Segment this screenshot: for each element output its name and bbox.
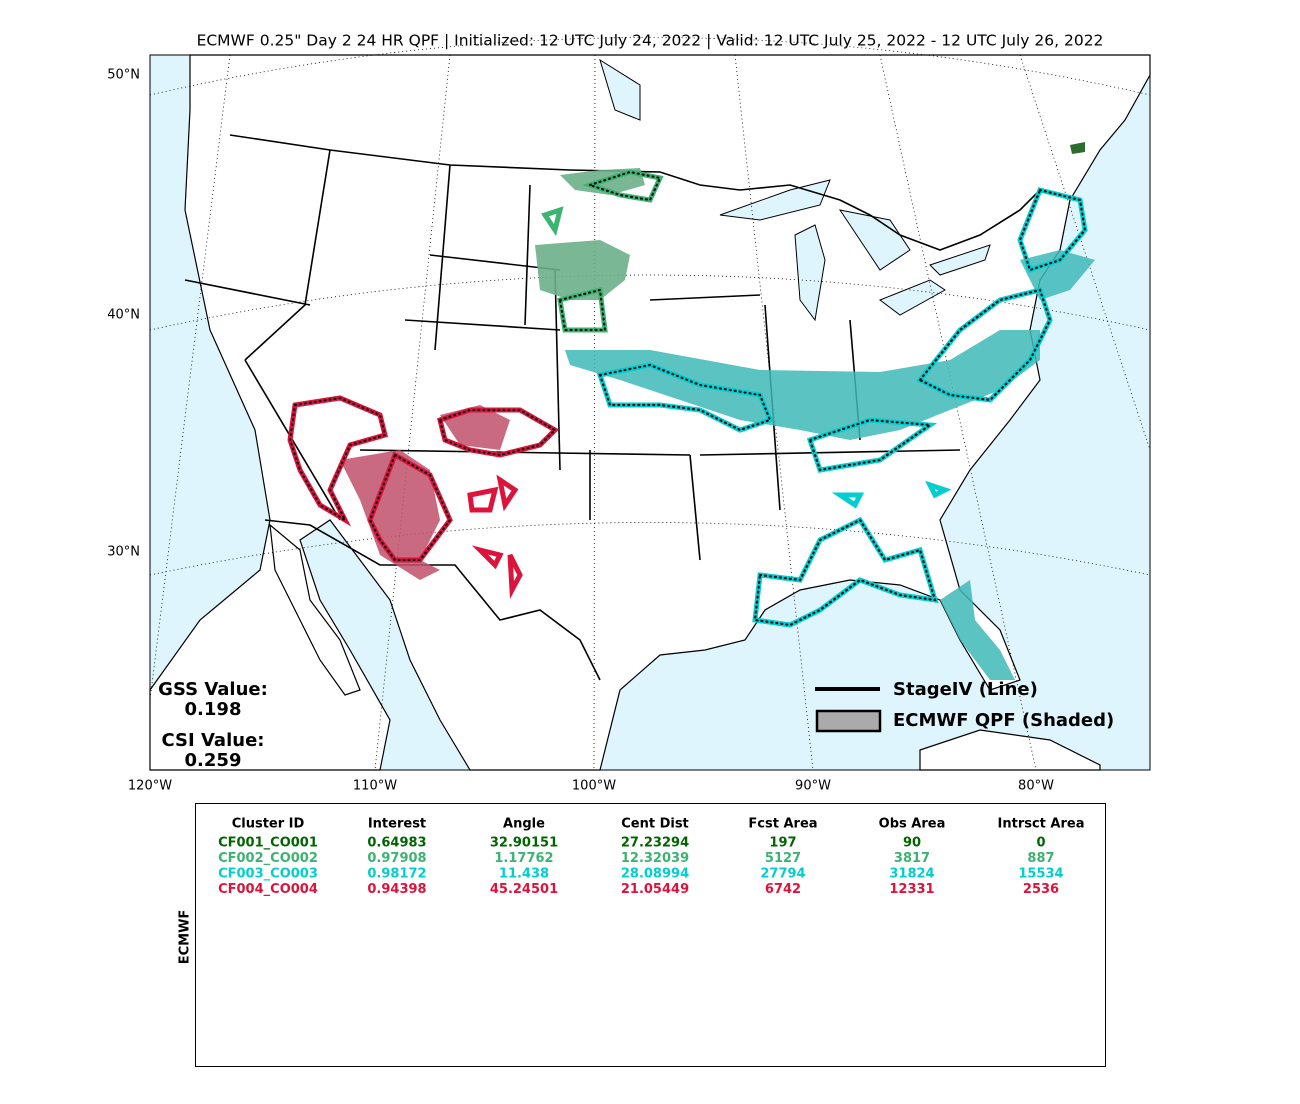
qpf-teal: [565, 187, 1095, 680]
map: StageIV (Line) ECMWF QPF (Shaded) GSS Va…: [149, 37, 1151, 771]
legend-label: StageIV (Line): [893, 679, 1038, 700]
great-lakes: [599, 58, 991, 322]
table-header: Fcst Area: [748, 817, 817, 832]
table-cell: CF001_CO001: [218, 836, 318, 851]
gss-label: GSS Value:: [158, 679, 268, 700]
graticule: [149, 37, 1151, 771]
table-cell: 0: [1036, 836, 1045, 851]
table-cell: 2536: [1023, 882, 1059, 897]
table-cell: 0.94398: [367, 882, 426, 897]
table-cell: 31824: [889, 867, 934, 882]
map-frame: [149, 54, 1151, 771]
table-cell: 21.05449: [621, 882, 689, 897]
legend-label: ECMWF QPF (Shaded): [893, 710, 1114, 731]
table-cell: CF003_CO003: [218, 867, 318, 882]
table-header: Cent Dist: [621, 817, 689, 832]
table-cell: 197: [769, 836, 796, 851]
table: Cluster ID Interest Angle Cent Dist Fcst Are…: [218, 817, 1084, 898]
qpf-red: [287, 395, 560, 600]
gss-value: 0.198: [185, 699, 242, 720]
table-cell: 0.97908: [367, 851, 426, 866]
csi-label: CSI Value:: [162, 730, 265, 751]
table-cell: 28.08994: [621, 867, 689, 882]
lat-label: 40°N: [107, 308, 140, 323]
table-cell: 90: [903, 836, 921, 851]
table-header: Interest: [368, 817, 426, 832]
title: ECMWF 0.25" Day 2 24 HR QPF | Initialize…: [197, 32, 1104, 50]
lon-label: 90°W: [795, 779, 831, 794]
table-cell: CF004_CO004: [218, 882, 318, 897]
table-cell: CF002_CO002: [218, 851, 318, 866]
table-cell: 0.98172: [367, 867, 426, 882]
lon-label: 100°W: [572, 779, 616, 794]
mexico-border: [264, 519, 601, 681]
csi-value: 0.259: [185, 750, 242, 771]
table-header: Cluster ID: [232, 817, 305, 832]
table-cell: 1.17762: [494, 851, 553, 866]
table-frame: [195, 803, 1106, 1067]
table-cell: 6742: [765, 882, 801, 897]
table-cell: 3817: [894, 851, 930, 866]
table-cell: 0.64983: [367, 836, 426, 851]
table-cell: 5127: [765, 851, 801, 866]
lon-label: 80°W: [1018, 779, 1054, 794]
lat-label: 50°N: [107, 68, 140, 83]
table-cell: 15534: [1018, 867, 1063, 882]
table-header: Angle: [503, 817, 545, 832]
table-cell: 11.438: [499, 867, 549, 882]
lat-label: 30°N: [107, 545, 140, 560]
lon-label: 110°W: [353, 779, 397, 794]
table-cell: 32.90151: [490, 836, 558, 851]
table-cell: 27.23294: [621, 836, 689, 851]
table-cell: 12331: [889, 882, 934, 897]
baja: [269, 523, 361, 696]
table-header: Intrsct Area: [998, 817, 1085, 832]
table-cell: 887: [1027, 851, 1054, 866]
legend-swatch: [815, 709, 882, 733]
table-cell: 12.32039: [621, 851, 689, 866]
qpf-green: [535, 142, 1085, 333]
table-cell: 45.24501: [490, 882, 558, 897]
table-cell: 27794: [760, 867, 805, 882]
table-header: Obs Area: [879, 817, 946, 832]
axis-labels: 50°N 40°N 30°N 120°W 110°W 100°W 90°W 80°W: [107, 68, 1054, 794]
border: [229, 134, 1041, 251]
lon-label: 120°W: [128, 779, 172, 794]
table-side-label: ECMWF: [178, 910, 193, 965]
state-lines: [184, 149, 961, 561]
